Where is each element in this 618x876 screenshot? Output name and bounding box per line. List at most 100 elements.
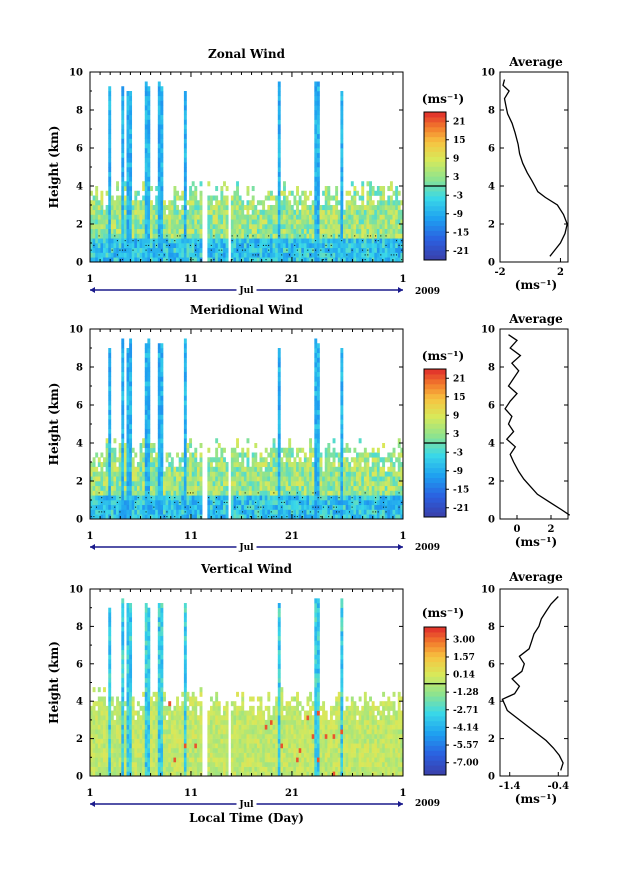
- heatmap-cell: [217, 462, 221, 468]
- heatmap-cell: [251, 214, 255, 220]
- heatmap-cell: [147, 181, 151, 187]
- heatmap-cell: [301, 485, 305, 491]
- heatmap-cell: [155, 219, 159, 225]
- heatmap-cell: [183, 133, 187, 139]
- contour-dot: [330, 254, 332, 256]
- heatmap-cell: [121, 124, 125, 130]
- heatmap-cell: [353, 509, 357, 515]
- contour-dot: [184, 506, 186, 508]
- contour-dot: [210, 249, 212, 251]
- heatmap-cell: [152, 761, 156, 767]
- heatmap-cell: [340, 100, 344, 106]
- heatmap-cell: [90, 205, 93, 211]
- heatmap-cell: [296, 186, 299, 192]
- heatmap-cell: [267, 228, 271, 234]
- heatmap-cell: [160, 400, 164, 406]
- heatmap-cell: [149, 214, 153, 220]
- heatmap-cell: [121, 133, 125, 139]
- heatmap-cell: [183, 162, 187, 168]
- heatmap-cell: [382, 257, 386, 263]
- heatmap-cell: [108, 247, 112, 253]
- heatmap-cell: [363, 504, 367, 510]
- heatmap-cell: [108, 157, 112, 163]
- heatmap-cell: [392, 447, 396, 453]
- heatmap-cell: [139, 719, 143, 725]
- heatmap-cell: [275, 471, 279, 477]
- heatmap-cell: [340, 157, 344, 163]
- heatmap-cell: [280, 509, 284, 515]
- heatmap-cell: [400, 447, 404, 453]
- heatmap-cell: [136, 743, 140, 749]
- heatmap-cell: [191, 462, 195, 468]
- heatmap-cell: [142, 224, 146, 230]
- heatmap-cell: [217, 209, 221, 215]
- heatmap-cell: [152, 729, 156, 735]
- heatmap-cell: [144, 352, 148, 358]
- heatmap-cell: [186, 457, 190, 463]
- contour-dot: [215, 497, 217, 499]
- heatmap-cell: [157, 181, 161, 187]
- heatmap-cell: [183, 438, 187, 444]
- heatmap-cell: [134, 771, 138, 777]
- heatmap-cell: [283, 466, 286, 472]
- heatmap-cell: [382, 214, 386, 220]
- heatmap-cell: [327, 481, 331, 487]
- heatmap-cell: [309, 209, 313, 215]
- heatmap-cell: [116, 181, 119, 187]
- heatmap-cell: [196, 476, 200, 482]
- heatmap-cell: [108, 209, 112, 215]
- heatmap-cell: [121, 719, 125, 725]
- heatmap-cell: [147, 612, 151, 618]
- heatmap-cell: [121, 696, 125, 702]
- heatmap-cell: [183, 91, 187, 97]
- heatmap-cell: [340, 414, 344, 420]
- contour-dot: [122, 259, 124, 261]
- profile-y-tick-label: 8: [488, 363, 495, 374]
- heatmap-cell: [113, 757, 117, 763]
- heatmap-cell: [134, 247, 138, 253]
- heatmap-cell: [243, 228, 247, 234]
- heatmap-cell: [118, 481, 122, 487]
- heatmap-cell: [108, 649, 112, 655]
- heatmap-cell: [116, 195, 119, 201]
- heatmap-cell: [168, 214, 172, 220]
- heatmap-cell: [243, 214, 247, 220]
- heatmap-cell: [186, 471, 190, 477]
- heatmap-cell: [147, 462, 151, 468]
- heatmap-cell: [337, 457, 341, 463]
- heatmap-cell: [110, 757, 114, 763]
- heatmap-cell: [275, 252, 279, 258]
- heatmap-cell: [207, 205, 211, 211]
- heatmap-cell: [126, 761, 130, 767]
- heatmap-cell: [283, 447, 286, 453]
- heatmap-cell: [92, 743, 96, 749]
- heatmap-cell: [277, 152, 281, 158]
- heatmap-cell: [173, 205, 177, 211]
- heatmap-cell: [181, 481, 185, 487]
- heatmap-cell: [157, 257, 161, 263]
- heatmap-cell: [123, 715, 127, 721]
- heatmap-cell: [382, 209, 386, 215]
- heatmap-cell: [374, 471, 378, 477]
- heatmap-cell: [144, 390, 148, 396]
- heatmap-cell: [277, 81, 281, 87]
- heatmap-cell: [149, 696, 153, 702]
- heatmap-cell: [173, 504, 177, 510]
- heatmap-cell: [113, 490, 117, 496]
- heatmap-cell: [350, 181, 354, 187]
- heatmap-cell: [207, 466, 211, 472]
- heatmap-cell: [348, 485, 352, 491]
- heatmap-cell: [306, 476, 310, 482]
- month-label-bg: [236, 286, 257, 294]
- heatmap-cell: [327, 209, 331, 215]
- heatmap-cell: [126, 152, 130, 158]
- heatmap-cell: [183, 490, 187, 496]
- heatmap-cell: [191, 195, 195, 201]
- heatmap-cell: [301, 476, 305, 482]
- heatmap-cell: [116, 504, 119, 510]
- heatmap-cell: [230, 509, 234, 515]
- heatmap-cell: [136, 710, 140, 716]
- heatmap-cell: [382, 219, 386, 225]
- heatmap-cell: [345, 500, 349, 506]
- heatmap-cell: [314, 509, 318, 515]
